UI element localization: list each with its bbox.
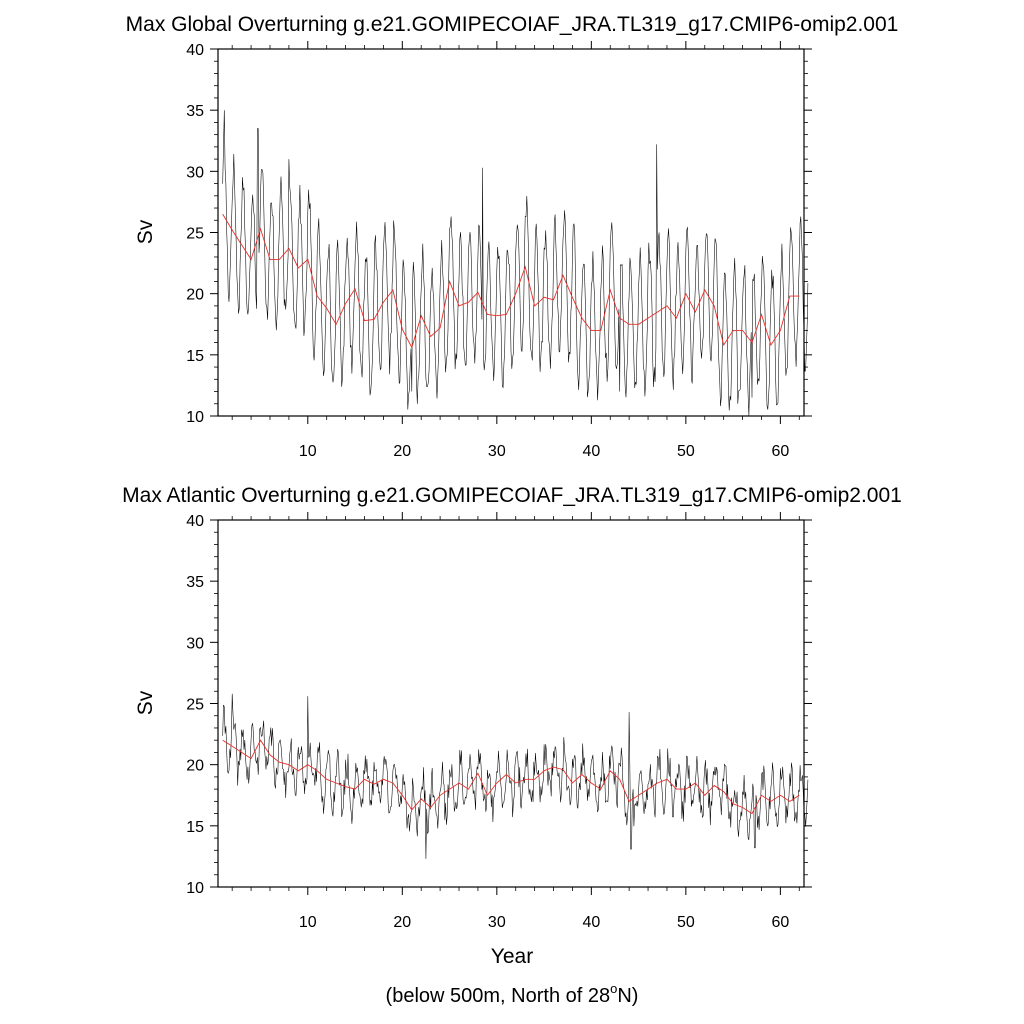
global-ticks-layer: 10 15 20 25 30 35 40 10 20 30 40 50 60 xyxy=(186,41,812,460)
x-tick-label: 30 xyxy=(488,914,506,931)
x-tick-label: 60 xyxy=(771,443,789,460)
global-chart-title: Max Global Overturning g.e21.GOMIPECOIAF… xyxy=(126,13,899,36)
atlantic-chart-title: Max Atlantic Overturning g.e21.GOMIPECOI… xyxy=(122,484,902,507)
annual-mean-series-line xyxy=(222,213,800,349)
footnote-prefix: (below 500m, North of 28 xyxy=(386,985,611,1007)
x-tick-label: 20 xyxy=(393,914,411,931)
x-tick-label: 10 xyxy=(299,443,317,460)
x-tick-label: 20 xyxy=(393,443,411,460)
x-tick-label: 60 xyxy=(771,914,789,931)
global-y-axis-label: Sv xyxy=(134,219,157,244)
y-tick-label: 15 xyxy=(186,819,204,836)
monthly-series-line xyxy=(222,693,809,859)
x-tick-label: 40 xyxy=(582,443,600,460)
footnote: (below 500m, North of 28oN) xyxy=(386,981,639,1007)
y-tick-label: 20 xyxy=(186,758,204,775)
atlantic-series-layer xyxy=(222,693,809,859)
x-tick-label: 50 xyxy=(677,443,695,460)
atlantic-plot-frame xyxy=(217,519,805,888)
atlantic-y-axis-label: Sv xyxy=(134,690,157,715)
y-tick-label: 40 xyxy=(186,42,204,59)
global-plot-frame xyxy=(217,48,805,417)
y-tick-label: 40 xyxy=(186,513,204,530)
y-tick-label: 20 xyxy=(186,287,204,304)
y-tick-label: 25 xyxy=(186,697,204,714)
x-tick-label: 30 xyxy=(488,443,506,460)
atlantic-ticks-layer: 10 15 20 25 30 35 40 10 20 30 40 50 60 xyxy=(186,512,812,931)
y-tick-label: 35 xyxy=(186,574,204,591)
monthly-series-line xyxy=(222,110,809,417)
y-tick-label: 15 xyxy=(186,348,204,365)
y-tick-label: 30 xyxy=(186,164,204,181)
y-tick-label: 10 xyxy=(186,409,204,426)
x-tick-label: 10 xyxy=(299,914,317,931)
x-tick-label: 50 xyxy=(677,914,695,931)
y-tick-label: 10 xyxy=(186,880,204,897)
x-axis-label: Year xyxy=(491,945,533,968)
footnote-suffix: N) xyxy=(617,985,638,1007)
x-tick-label: 40 xyxy=(582,914,600,931)
y-tick-label: 30 xyxy=(186,635,204,652)
global-series-layer xyxy=(222,110,809,417)
global-overturning-panel: Max Global Overturning g.e21.GOMIPECOIAF… xyxy=(126,13,899,460)
y-tick-label: 25 xyxy=(186,226,204,243)
y-tick-label: 35 xyxy=(186,103,204,120)
annual-mean-series-line xyxy=(222,739,800,815)
atlantic-overturning-panel: Max Atlantic Overturning g.e21.GOMIPECOI… xyxy=(122,484,902,931)
degree-superscript: o xyxy=(610,981,617,996)
